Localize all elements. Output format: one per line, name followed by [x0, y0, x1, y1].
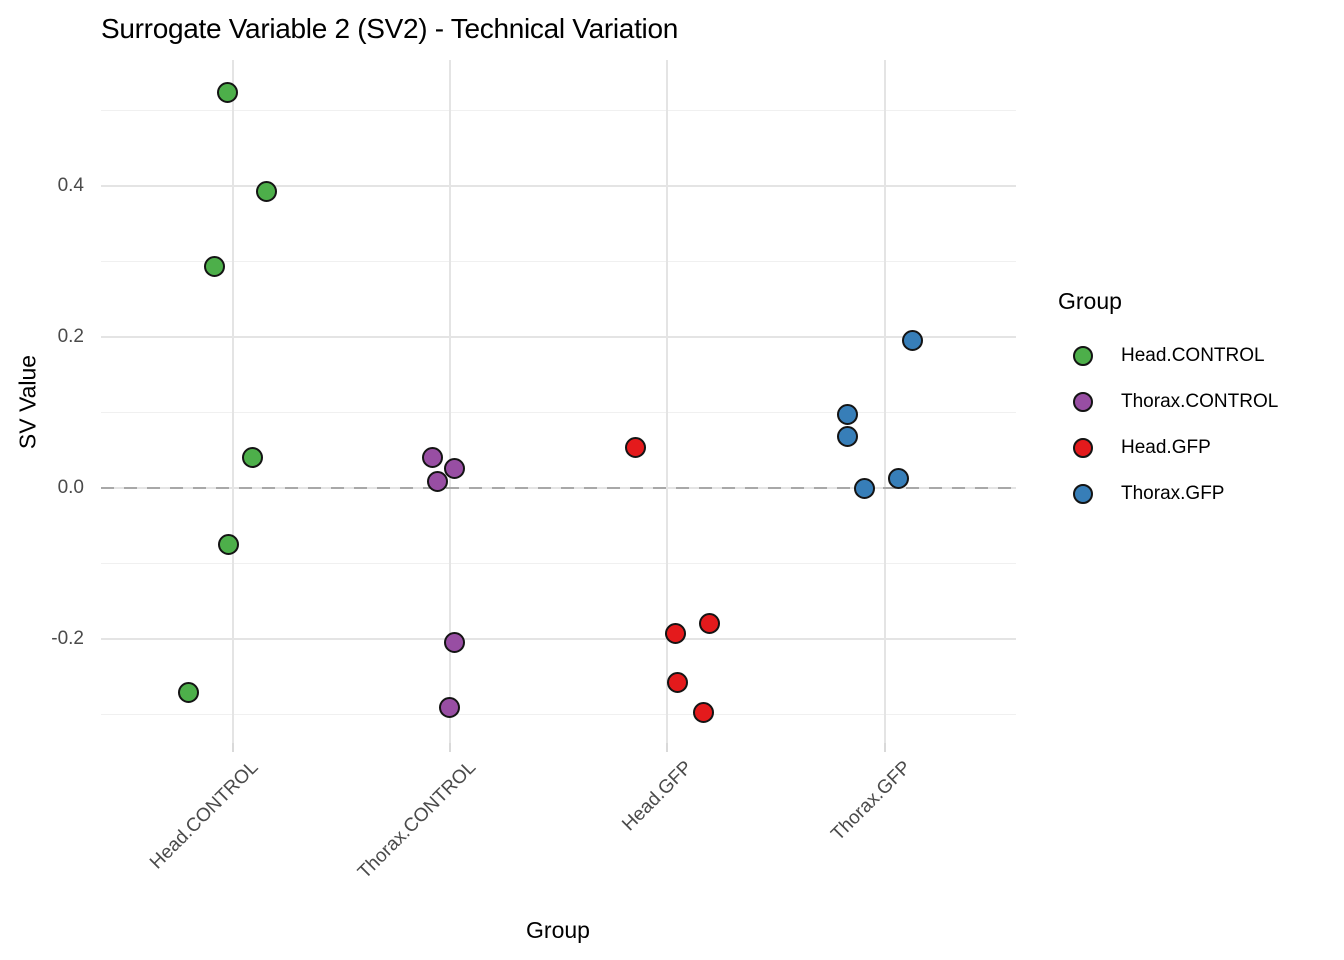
data-point: [421, 447, 443, 469]
data-point: [216, 81, 238, 103]
gridline-vertical-major: [666, 60, 668, 743]
y-tick-label: -0.2: [51, 628, 84, 649]
x-tick-label: Thorax.GFP: [826, 757, 915, 846]
gridline-vertical-major: [232, 60, 234, 743]
data-point: [698, 612, 720, 634]
legend-item: Head.GFP: [1058, 425, 1278, 471]
legend: Group Head.CONTROL Thorax.CONTROL Head.GFP…: [1058, 288, 1278, 517]
data-point: [664, 623, 686, 645]
x-tick-label: Head.CONTROL: [146, 757, 263, 874]
gridline-horizontal-major: [101, 336, 1016, 338]
x-tick-label: Thorax.CONTROL: [353, 757, 480, 884]
gridline-horizontal-major: [101, 638, 1016, 640]
x-axis-tick: [448, 743, 452, 752]
legend-label: Thorax.CONTROL: [1121, 391, 1279, 412]
gridline-horizontal-minor: [101, 714, 1016, 715]
plot-panel: [101, 60, 1016, 743]
data-point: [692, 702, 714, 724]
y-tick-label: 0.2: [57, 326, 84, 347]
gridline-vertical-major: [884, 60, 886, 743]
data-point: [666, 672, 688, 694]
gridline-horizontal-minor: [101, 261, 1016, 262]
y-tick-label: 0.4: [57, 175, 84, 196]
y-tick-label: 0.0: [57, 477, 84, 498]
data-point: [255, 180, 277, 202]
legend-label: Head.CONTROL: [1121, 345, 1265, 366]
legend-key-circle-icon: [1073, 484, 1093, 504]
x-axis-tick: [883, 743, 887, 752]
data-point: [624, 436, 646, 458]
data-point: [836, 403, 858, 425]
data-point: [901, 330, 923, 352]
data-point: [853, 478, 875, 500]
legend-label: Head.GFP: [1121, 437, 1211, 458]
gridline-horizontal-major: [101, 185, 1016, 187]
gridline-vertical-major: [449, 60, 451, 743]
data-point: [438, 697, 460, 719]
legend-item: Thorax.CONTROL: [1058, 379, 1278, 425]
data-point: [217, 534, 239, 556]
data-point: [203, 256, 225, 278]
gridline-horizontal-minor: [101, 563, 1016, 564]
legend-key-circle-icon: [1073, 392, 1093, 412]
legend-items: Head.CONTROL Thorax.CONTROL Head.GFP Thorax…: [1058, 333, 1278, 517]
x-axis-title: Group: [526, 917, 590, 943]
x-axis-tick: [665, 743, 669, 752]
legend-key-circle-icon: [1073, 346, 1093, 366]
x-tick-label: Head.GFP: [618, 757, 697, 836]
data-point: [177, 682, 199, 704]
data-point: [887, 468, 909, 490]
data-point: [836, 426, 858, 448]
gridline-horizontal-minor: [101, 110, 1016, 111]
legend-item: Thorax.GFP: [1058, 471, 1278, 517]
chart-title: Surrogate Variable 2 (SV2) - Technical V…: [101, 13, 679, 44]
x-axis-tick: [231, 743, 235, 752]
legend-key-circle-icon: [1073, 438, 1093, 458]
y-axis-title: SV Value: [14, 354, 41, 450]
legend-title: Group: [1058, 288, 1122, 314]
legend-item: Head.CONTROL: [1058, 333, 1278, 379]
zero-reference-line: [101, 486, 1016, 490]
data-point: [443, 632, 465, 654]
gridline-horizontal-minor: [101, 412, 1016, 413]
data-point: [426, 471, 448, 493]
data-point: [443, 457, 465, 479]
data-point: [241, 446, 263, 468]
legend-label: Thorax.GFP: [1121, 483, 1225, 504]
